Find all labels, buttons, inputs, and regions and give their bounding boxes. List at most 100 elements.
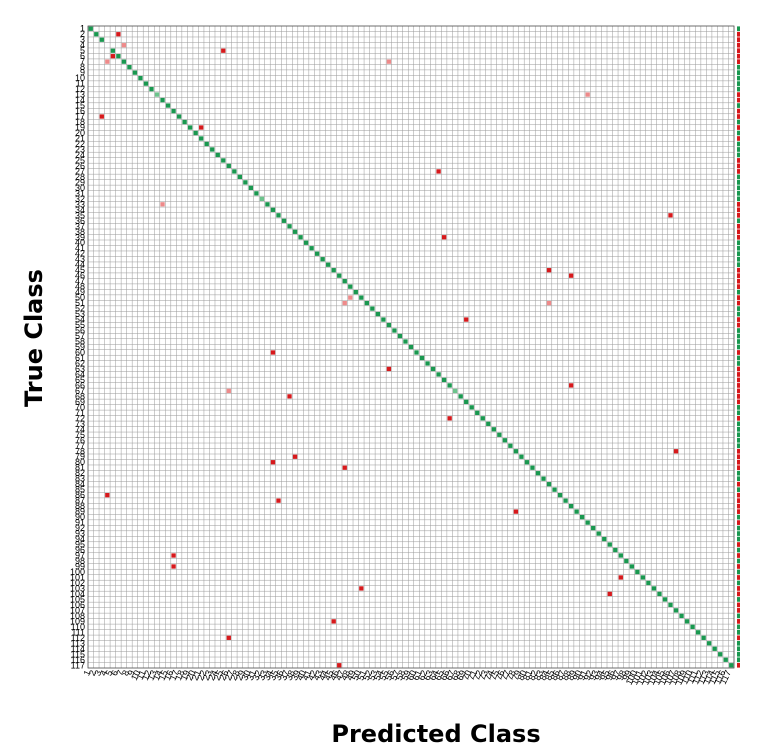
y-tick-label: 44 <box>75 260 85 270</box>
y-tick-label: 8 <box>80 62 85 72</box>
diagonal-cell <box>381 317 386 322</box>
diagonal-cell <box>574 509 579 514</box>
x-tick-label: 79 <box>510 669 523 682</box>
x-tick-label: 28 <box>228 669 241 682</box>
y-tick-label: 68 <box>75 391 85 401</box>
diagonal-cell <box>453 388 458 394</box>
summary-mark <box>737 437 740 443</box>
y-tick-label: 64 <box>75 369 85 379</box>
y-tick-label: 37 <box>75 221 85 231</box>
x-tick-label: 17 <box>168 669 181 682</box>
summary-mark <box>737 355 740 361</box>
diagonal-cell <box>668 602 673 608</box>
y-tick-label: 116 <box>71 655 85 665</box>
error-cell <box>513 509 519 514</box>
error-cell <box>226 388 231 394</box>
y-tick-label: 41 <box>75 243 85 253</box>
y-tick-label: 73 <box>75 419 85 429</box>
summary-mark <box>737 81 740 86</box>
summary-mark <box>737 42 740 48</box>
summary-mark <box>737 163 740 169</box>
x-tick-label: 35 <box>267 669 280 682</box>
diagonal-cell <box>613 547 618 553</box>
y-tick-label: 4 <box>80 40 85 50</box>
y-tick-label: 93 <box>75 529 85 539</box>
diagonal-cell <box>557 493 563 498</box>
y-tick-label: 23 <box>75 144 85 154</box>
diagonal-cell <box>326 262 331 267</box>
diagonal-cell <box>425 361 430 366</box>
x-tick-label: 20 <box>184 669 197 682</box>
y-tick-label: 109 <box>70 616 85 626</box>
diagonal-cell <box>563 498 568 503</box>
x-tick-label: 33 <box>256 669 269 682</box>
summary-mark <box>737 278 740 284</box>
x-tick-label: 87 <box>554 669 567 682</box>
diagonal-cell <box>497 432 502 437</box>
x-tick-label: 43 <box>311 669 324 682</box>
summary-mark <box>737 405 740 410</box>
diagonal-cell <box>695 630 701 635</box>
diagonal-cell <box>320 257 325 262</box>
x-tick-labels: 1234567891011121314151617181920212223242… <box>81 669 733 687</box>
diagonal-cell <box>585 520 590 525</box>
y-tick-label: 40 <box>75 238 85 248</box>
diagonal-cell <box>287 224 292 229</box>
y-tick-label: 117 <box>71 660 85 670</box>
diagonal-cell <box>132 70 138 75</box>
diagonal-cell <box>491 427 496 432</box>
diagonal-cell <box>430 366 436 372</box>
y-tick-label: 87 <box>75 496 85 506</box>
diagonal-cell <box>259 196 265 201</box>
x-tick-label: 5 <box>103 669 114 678</box>
summary-mark <box>737 657 740 663</box>
diagonal-cell <box>651 586 657 591</box>
summary-mark <box>737 180 740 185</box>
x-tick-label: 48 <box>339 669 352 682</box>
summary-mark <box>737 240 740 246</box>
y-tick-label: 107 <box>70 605 85 615</box>
diagonal-cell <box>99 37 104 42</box>
x-tick-label: 78 <box>504 669 517 682</box>
diagonal-cell <box>292 229 298 234</box>
summary-mark <box>737 443 740 449</box>
diagonal-cell <box>624 558 629 564</box>
y-tick-label: 2 <box>80 29 85 39</box>
summary-mark <box>737 646 740 652</box>
x-tick-label: 46 <box>328 669 341 682</box>
x-tick-label: 53 <box>366 669 379 682</box>
error-cell <box>618 575 623 580</box>
y-tick-label: 12 <box>75 84 85 94</box>
y-tick-label: 5 <box>80 46 85 56</box>
diagonal-cell <box>342 279 347 284</box>
summary-mark <box>737 86 740 92</box>
diagonal-cell <box>502 438 508 443</box>
diagonal-cell <box>640 575 646 580</box>
diagonal-cell <box>199 136 204 141</box>
x-tick-label: 74 <box>482 669 495 682</box>
error-cell <box>342 465 347 470</box>
diagonal-cell <box>712 646 717 651</box>
y-tick-label: 57 <box>75 331 85 341</box>
diagonal-cell <box>276 213 281 218</box>
summary-mark <box>737 383 740 388</box>
diagonal-cell <box>309 246 314 251</box>
diagonal-cell <box>232 169 237 174</box>
diagonal-cell <box>723 657 728 662</box>
y-tick-label: 66 <box>75 380 85 390</box>
summary-mark <box>737 114 740 119</box>
diagonal-cell <box>331 268 336 273</box>
error-cell <box>171 553 176 558</box>
error-cell <box>199 125 204 130</box>
error-cell <box>585 92 590 97</box>
summary-mark <box>737 514 740 520</box>
diagonal-cell <box>403 339 408 344</box>
y-tick-label: 100 <box>70 567 85 577</box>
summary-mark <box>737 399 740 405</box>
summary-mark <box>737 613 740 619</box>
x-tick-label: 98 <box>615 669 628 682</box>
summary-mark <box>737 509 740 514</box>
diagonal-cell <box>160 97 165 103</box>
summary-mark <box>737 662 740 668</box>
